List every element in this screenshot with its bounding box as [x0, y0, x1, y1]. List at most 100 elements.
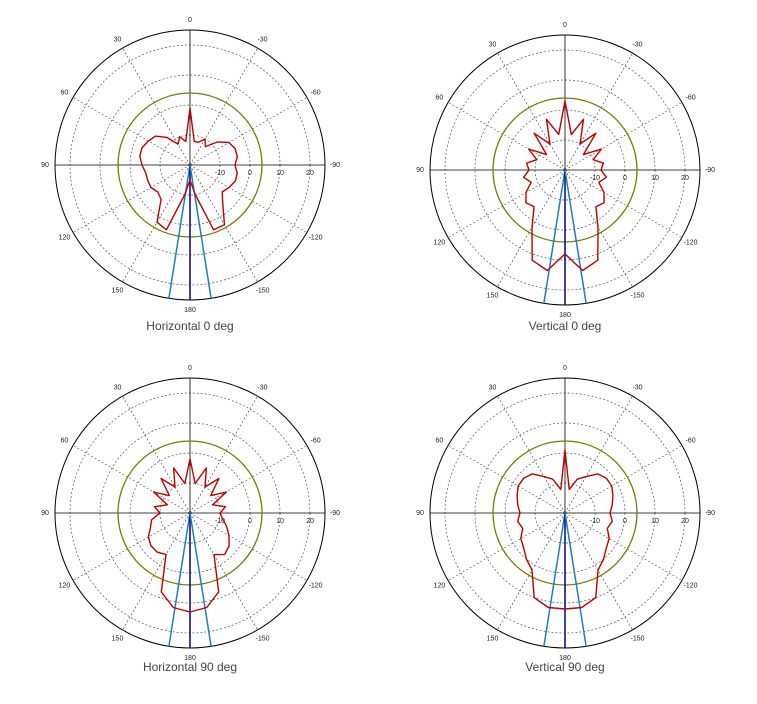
theta-tick-label: -90	[705, 167, 715, 174]
theta-tick-label: -90	[705, 510, 715, 517]
spoke	[122, 395, 191, 514]
beam-line	[564, 512, 587, 647]
beam-line	[189, 164, 212, 299]
beam-line	[189, 512, 212, 647]
r-tick-label: 20	[681, 175, 689, 182]
spoke	[189, 164, 308, 233]
theta-tick-label: 30	[114, 36, 122, 43]
theta-tick-label: -120	[684, 582, 698, 589]
r-tick-label: 10	[651, 518, 659, 525]
pattern-line	[522, 100, 608, 272]
theta-tick-label: 60	[61, 89, 69, 96]
r-tick-label: -10	[215, 170, 225, 177]
theta-tick-label: 150	[487, 635, 499, 642]
r-tick-label: 0	[623, 175, 627, 182]
spoke	[564, 169, 683, 238]
spoke	[122, 512, 191, 631]
pattern-line	[516, 449, 614, 610]
theta-tick-label: 90	[416, 510, 424, 517]
spoke	[497, 52, 566, 171]
theta-tick-label: -60	[311, 89, 321, 96]
theta-tick-label: -150	[630, 635, 644, 642]
r-tick-label: -10	[590, 518, 600, 525]
spoke	[72, 164, 191, 233]
spoke	[447, 445, 566, 514]
spoke	[497, 395, 566, 514]
theta-tick-label: -30	[257, 36, 267, 43]
theta-tick-label: -150	[255, 287, 269, 294]
spoke	[447, 102, 566, 171]
theta-tick-label: -150	[255, 635, 269, 642]
spoke	[72, 97, 191, 166]
theta-tick-label: -60	[311, 437, 321, 444]
pattern-line	[147, 458, 230, 613]
r-tick-label: 20	[306, 518, 314, 525]
theta-tick-label: -30	[632, 384, 642, 391]
theta-tick-label: -150	[630, 292, 644, 299]
theta-tick-label: 90	[41, 510, 49, 517]
spoke	[564, 52, 633, 171]
theta-tick-label: -120	[309, 582, 323, 589]
spoke	[189, 512, 308, 581]
theta-tick-label: -120	[309, 234, 323, 241]
theta-tick-label: 180	[184, 307, 196, 314]
r-tick-label: 0	[248, 518, 252, 525]
theta-tick-label: 150	[112, 287, 124, 294]
theta-tick-label: 0	[188, 365, 192, 372]
spoke	[72, 445, 191, 514]
theta-tick-label: 0	[188, 17, 192, 24]
theta-tick-label: 150	[112, 635, 124, 642]
spoke	[189, 395, 258, 514]
r-tick-label: -10	[590, 175, 600, 182]
r-tick-label: 0	[248, 170, 252, 177]
spoke	[564, 102, 683, 171]
theta-tick-label: 180	[184, 655, 196, 662]
beam-line	[543, 169, 566, 304]
theta-tick-label: 180	[559, 655, 571, 662]
spoke	[564, 169, 633, 288]
theta-tick-label: 120	[59, 582, 71, 589]
theta-tick-label: 180	[559, 312, 571, 319]
beam-line	[543, 512, 566, 647]
spoke	[72, 512, 191, 581]
beam-line	[168, 512, 191, 647]
theta-tick-label: 30	[489, 384, 497, 391]
theta-tick-label: -30	[632, 41, 642, 48]
theta-tick-label: 0	[563, 22, 567, 29]
theta-tick-label: 30	[489, 41, 497, 48]
theta-tick-label: 60	[436, 437, 444, 444]
r-tick-label: 0	[623, 518, 627, 525]
spoke	[189, 445, 308, 514]
theta-tick-label: -90	[330, 510, 340, 517]
theta-tick-label: 0	[563, 365, 567, 372]
spoke	[564, 395, 633, 514]
theta-tick-label: -30	[257, 384, 267, 391]
r-tick-label: 10	[276, 518, 284, 525]
beam-line	[168, 164, 191, 299]
theta-tick-label: 60	[436, 94, 444, 101]
theta-tick-label: 120	[59, 234, 71, 241]
r-tick-label: 20	[681, 518, 689, 525]
spoke	[447, 169, 566, 238]
spoke	[447, 512, 566, 581]
spoke	[122, 164, 191, 283]
spoke	[122, 47, 191, 166]
spoke	[564, 512, 683, 581]
beam-line	[564, 169, 587, 304]
spoke	[497, 512, 566, 631]
spoke	[564, 512, 633, 631]
r-tick-label: 10	[651, 175, 659, 182]
theta-tick-label: 90	[41, 162, 49, 169]
theta-tick-label: 60	[61, 437, 69, 444]
r-tick-label: -10	[215, 518, 225, 525]
theta-tick-label: -120	[684, 239, 698, 246]
chart-title: Horizontal 90 deg	[143, 660, 237, 674]
theta-tick-label: 30	[114, 384, 122, 391]
spoke	[497, 169, 566, 288]
r-tick-label: 20	[306, 170, 314, 177]
theta-tick-label: 90	[416, 167, 424, 174]
chart-title: Vertical 90 deg	[525, 660, 604, 674]
theta-tick-label: -60	[686, 437, 696, 444]
theta-tick-label: 120	[434, 239, 446, 246]
